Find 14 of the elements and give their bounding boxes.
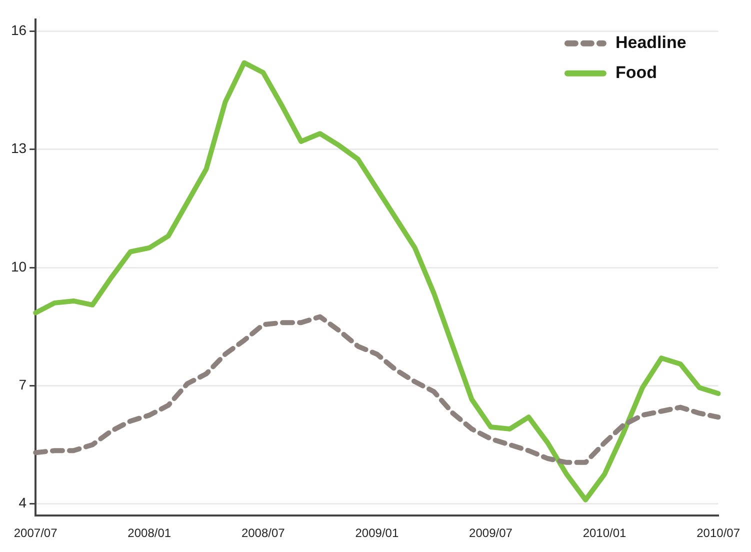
x-tick-label: 2009/07 <box>469 526 513 540</box>
y-tick-label: 16 <box>10 22 27 38</box>
x-tick-label: 2008/01 <box>128 526 172 540</box>
legend-label: Headline <box>615 33 686 52</box>
y-tick-label: 7 <box>18 376 27 392</box>
x-tick-label: 2010/01 <box>582 526 627 540</box>
y-tick-label: 4 <box>18 494 27 511</box>
x-tick-label: 2010/07 <box>696 526 740 540</box>
x-tick-label: 2009/01 <box>355 526 399 540</box>
x-tick-label: 2007/07 <box>14 526 58 540</box>
y-tick-label: 10 <box>10 258 27 274</box>
legend-label: Food <box>615 63 658 82</box>
x-tick-label: 2008/07 <box>241 526 286 540</box>
y-tick-label: 13 <box>10 140 27 156</box>
